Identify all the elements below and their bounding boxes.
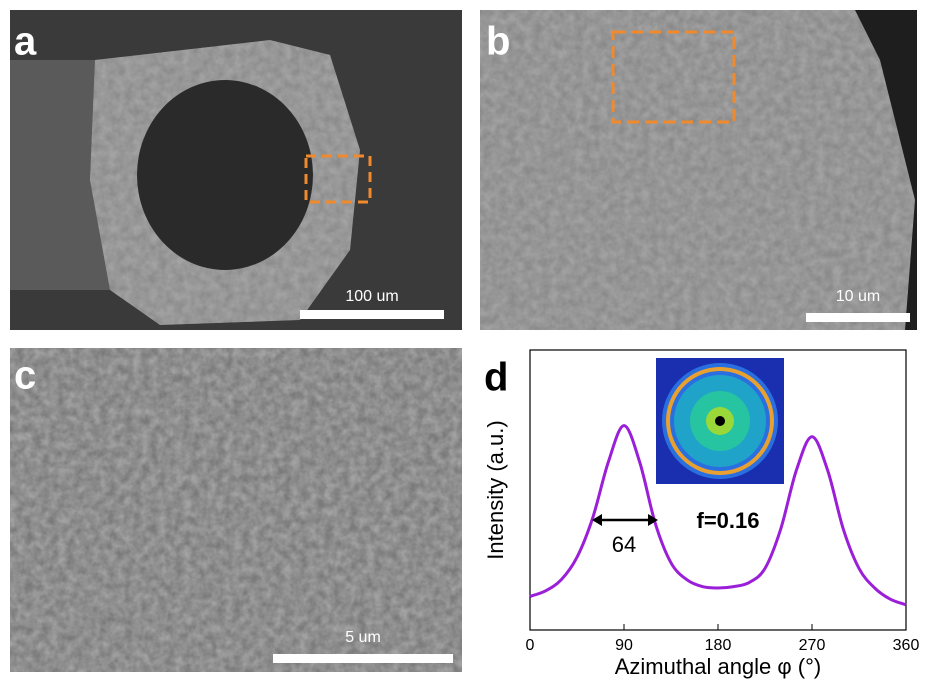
inset-pattern [656, 358, 784, 484]
sem-image-c [10, 348, 462, 672]
sem-image-b [480, 10, 917, 330]
scale-bar-label: 10 um [836, 288, 880, 305]
annotation: f=0.16 [697, 508, 760, 533]
x-axis-label: Azimuthal angle φ (°) [615, 654, 821, 679]
x-tick-label: 360 [893, 637, 920, 654]
y-axis-label: Intensity (a.u.) [483, 420, 508, 559]
scale-bar-label: 5 um [345, 629, 381, 646]
x-tick-label: 180 [705, 637, 732, 654]
scale-bar-label: 100 um [345, 288, 398, 305]
figure: a b c 100 um 10 um 5 um d 0 90 180 270 360 Az… [0, 0, 927, 684]
panel-label: a [14, 20, 37, 64]
panel-label: c [14, 354, 36, 398]
annotation: 64 [612, 532, 636, 557]
sem-image-a [10, 10, 462, 330]
x-tick-label: 270 [799, 637, 826, 654]
panel-label: d [484, 356, 508, 400]
page: {"panels": [ {"label": "a", "scale_bar":… [0, 0, 927, 684]
x-tick-label: 0 [526, 637, 535, 654]
x-tick-label: 90 [615, 637, 633, 654]
panel-label: b [486, 20, 510, 64]
